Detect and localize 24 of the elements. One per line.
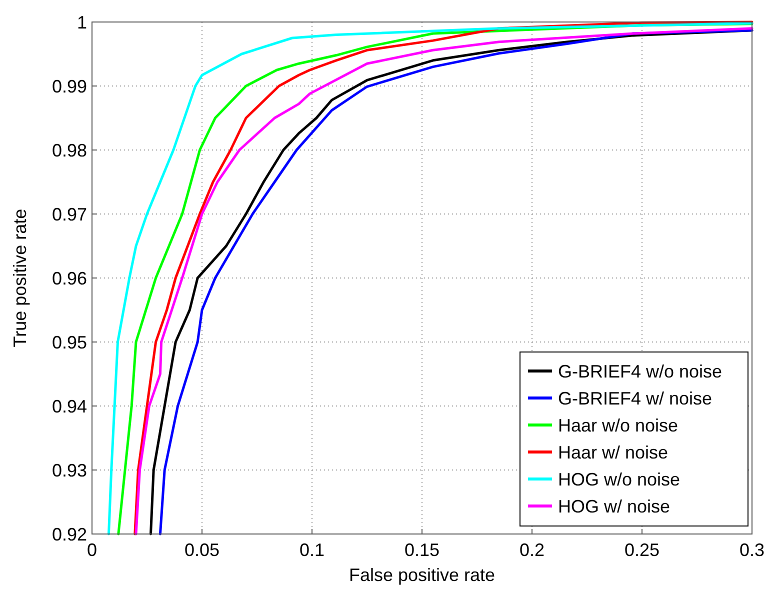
x-tick-label: 0.1	[299, 540, 325, 560]
y-axis-title: True positive rate	[10, 208, 30, 348]
y-tick-label: 0.97	[52, 204, 87, 224]
legend-label: G-BRIEF4 w/o noise	[558, 361, 722, 382]
y-tick-label: 0.94	[52, 396, 87, 416]
x-tick-label: 0.05	[184, 540, 220, 560]
legend-label: Haar w/o noise	[558, 415, 678, 436]
x-tick-label: 0	[86, 540, 98, 560]
y-tick-label: 0.93	[52, 460, 87, 480]
y-tick-label: 1	[76, 12, 87, 32]
x-tick-label: 0.15	[404, 540, 440, 560]
legend-label: HOG w/o noise	[558, 469, 680, 490]
y-tick-label: 0.92	[52, 524, 87, 544]
y-tick-label: 0.95	[52, 332, 87, 352]
x-axis-title: False positive rate	[348, 565, 496, 585]
y-tick-label: 0.98	[52, 140, 87, 160]
y-tick-label: 0.96	[52, 268, 87, 288]
x-tick-label: 0.2	[519, 540, 545, 560]
legend-label: G-BRIEF4 w/ noise	[558, 388, 712, 408]
x-tick-label: 0.25	[624, 540, 660, 560]
legend-label: Haar w/ noise	[558, 442, 668, 462]
y-tick-label: 0.99	[52, 76, 87, 96]
legend-label: HOG w/ noise	[558, 496, 670, 516]
x-tick-label: 0.3	[739, 540, 765, 560]
